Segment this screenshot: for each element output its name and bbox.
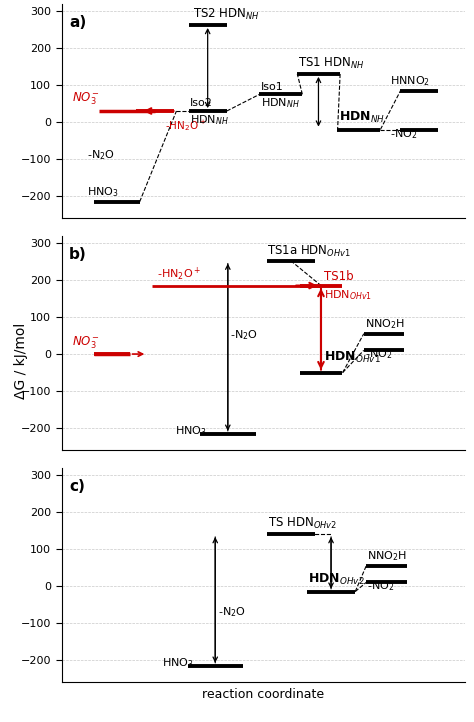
Text: HNO$_3$: HNO$_3$ — [175, 425, 207, 438]
Text: TS1a HDN$_{OHv1}$: TS1a HDN$_{OHv1}$ — [266, 243, 350, 258]
Text: HNO$_3$: HNO$_3$ — [162, 656, 194, 670]
Text: -NO$_2$: -NO$_2$ — [367, 579, 395, 593]
Text: TS HDN$_{OHv2}$: TS HDN$_{OHv2}$ — [268, 516, 337, 531]
Text: NO$_3^-$: NO$_3^-$ — [72, 334, 100, 351]
Text: HNNO$_2$: HNNO$_2$ — [391, 74, 430, 88]
Text: HDN$_{OHv1}$: HDN$_{OHv1}$ — [323, 288, 372, 302]
Text: Iso2: Iso2 — [190, 98, 213, 108]
Text: HDN$_{NH}$: HDN$_{NH}$ — [261, 96, 300, 110]
Text: TS1b: TS1b — [323, 270, 353, 283]
Text: -N$_2$O: -N$_2$O — [230, 329, 258, 342]
Text: TS1 HDN$_{NH}$: TS1 HDN$_{NH}$ — [298, 56, 365, 71]
Text: -N$_2$O: -N$_2$O — [218, 605, 246, 619]
Text: a): a) — [69, 14, 86, 30]
Text: HDN$_{NH}$: HDN$_{NH}$ — [338, 110, 385, 125]
Text: -HN$_2$O$^+$: -HN$_2$O$^+$ — [157, 266, 201, 283]
Text: c): c) — [69, 479, 85, 494]
Text: HDN$_{NH}$: HDN$_{NH}$ — [190, 113, 229, 126]
Text: NO$_3^-$: NO$_3^-$ — [72, 91, 100, 108]
Text: NNO$_2$H: NNO$_2$H — [365, 317, 405, 331]
Text: b): b) — [69, 247, 87, 261]
Text: HDN$_{OHv1}$: HDN$_{OHv1}$ — [323, 350, 380, 365]
Text: ΔG / kJ/mol: ΔG / kJ/mol — [14, 323, 28, 399]
Text: -N$_2$O: -N$_2$O — [87, 149, 115, 162]
Text: TS2 HDN$_{NH}$: TS2 HDN$_{NH}$ — [192, 7, 259, 22]
Text: -NO$_2$: -NO$_2$ — [391, 127, 418, 141]
Text: Iso1: Iso1 — [261, 82, 283, 92]
Text: -HN$_2$O$^+$: -HN$_2$O$^+$ — [165, 118, 206, 133]
Text: HDN$_{OHv2}$: HDN$_{OHv2}$ — [309, 572, 365, 587]
Text: NNO$_2$H: NNO$_2$H — [367, 549, 407, 563]
X-axis label: reaction coordinate: reaction coordinate — [202, 688, 324, 701]
Text: HNO$_3$: HNO$_3$ — [87, 186, 118, 199]
Text: -NO$_2$: -NO$_2$ — [365, 347, 392, 361]
